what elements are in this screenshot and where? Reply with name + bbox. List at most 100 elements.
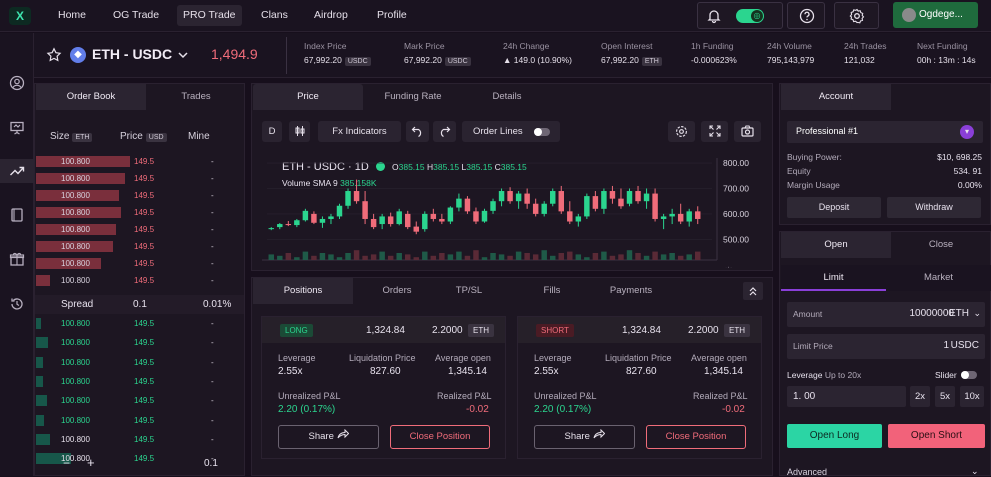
deposit-button[interactable]: Deposit <box>787 197 881 218</box>
tab-trades[interactable]: Trades <box>181 91 211 102</box>
candle-type-button[interactable] <box>289 121 310 142</box>
tab-market[interactable]: Market <box>923 272 954 283</box>
bid-row[interactable]: 100.800 149.5 - <box>36 392 245 409</box>
decrease-step-button[interactable]: − <box>63 456 71 470</box>
nav-airdrop[interactable]: Airdrop <box>314 9 348 21</box>
bid-row[interactable]: 100.800 149.5 - <box>36 334 245 351</box>
sound-toggle[interactable]: ◎ <box>736 9 764 23</box>
leverage-10x-button[interactable]: 10x <box>960 386 984 407</box>
bell-icon[interactable] <box>706 8 722 24</box>
collapse-button[interactable] <box>743 282 763 300</box>
bid-row[interactable]: 100.800 149.5 - <box>36 412 245 429</box>
pair-name[interactable]: ETH - USDC <box>92 46 173 62</box>
ask-row[interactable]: 100.800 149.5 - <box>36 204 245 221</box>
ask-row[interactable]: 100.800 149.5 - <box>36 187 245 204</box>
ask-row[interactable]: 100.800 149.5 - <box>36 221 245 238</box>
volume-bar <box>430 255 437 260</box>
screenshot-button[interactable] <box>734 121 761 142</box>
ask-row[interactable]: 100.800 149.5 - <box>36 170 245 187</box>
nav-home[interactable]: Home <box>58 9 87 21</box>
slider-toggle[interactable] <box>961 371 977 379</box>
open-long-button[interactable]: Open Long <box>787 424 882 448</box>
volume-bar <box>532 254 539 260</box>
ob-mine: - <box>211 396 214 406</box>
ask-row[interactable]: 100.800 149.5 - <box>36 272 245 289</box>
ob-price: 149.5 <box>134 396 155 406</box>
leverage-5x-button[interactable]: 5x <box>935 386 955 407</box>
tab-account[interactable]: Account <box>781 84 891 110</box>
tab-fills[interactable]: Fills <box>543 285 561 296</box>
leverage-2x-button[interactable]: 2x <box>910 386 930 407</box>
chart-settings-button[interactable] <box>668 121 695 142</box>
tab-orders[interactable]: Orders <box>382 285 412 296</box>
tab-details[interactable]: Details <box>492 91 522 102</box>
limit-price-field[interactable]: Limit Price 1 USDC <box>787 334 985 359</box>
funding-1h-value: -0.000623% <box>691 55 737 65</box>
fullscreen-button[interactable] <box>701 121 728 142</box>
bid-row[interactable]: 100.800 149.5 - <box>36 354 245 371</box>
ask-row[interactable]: 100.800 149.5 - <box>36 238 245 255</box>
book-icon[interactable] <box>9 207 25 223</box>
bid-row[interactable]: 100.800 149.5 - <box>36 450 245 467</box>
close-position-button[interactable]: Close Position <box>390 425 490 449</box>
bid-row[interactable]: 100.800 149.5 - <box>36 315 245 332</box>
volume-bar <box>362 255 368 260</box>
star-icon[interactable] <box>46 47 62 63</box>
share-button[interactable]: Share <box>278 425 379 449</box>
history-icon[interactable] <box>9 296 25 312</box>
trending-chart-icon[interactable] <box>9 163 25 179</box>
amount-field[interactable]: Amount 10000000 ETH ⌄ <box>787 302 985 327</box>
increase-step-button[interactable]: + <box>87 455 95 470</box>
tab-funding-rate[interactable]: Funding Rate <box>384 91 442 102</box>
tab-order-book[interactable]: Order Book <box>36 84 146 110</box>
chevron-down-icon[interactable]: ⌄ <box>973 308 981 318</box>
ask-row[interactable]: 100.800 149.5 - <box>36 153 245 170</box>
order-lines-toggle[interactable]: Order Lines <box>462 121 560 142</box>
ob-size: 100.800 <box>61 157 90 166</box>
tab-close[interactable]: Close <box>928 239 954 250</box>
indicators-button[interactable]: Fx Indicators <box>318 121 401 142</box>
close-position-button[interactable]: Close Position <box>646 425 746 449</box>
candle-body <box>413 226 419 232</box>
share-icon <box>593 428 605 439</box>
chevron-down-icon[interactable]: ⌄ <box>971 466 979 476</box>
bid-row[interactable]: 100.800 149.5 - <box>36 373 245 390</box>
tab-price[interactable]: Price <box>253 84 363 110</box>
leverage-input[interactable]: 1. 00 <box>787 386 906 407</box>
ask-row[interactable]: 100.800 149.5 - <box>36 255 245 272</box>
withdraw-button[interactable]: Withdraw <box>887 197 981 218</box>
nav-og-trade[interactable]: OG Trade <box>113 9 160 21</box>
nav-pro-trade[interactable]: PRO Trade <box>177 5 242 26</box>
app-logo[interactable]: X <box>9 7 31 25</box>
tab-positions[interactable]: Positions <box>253 278 353 304</box>
open-short-button[interactable]: Open Short <box>888 424 985 448</box>
chart-legend-title: ETH - USDC · 1D <box>282 161 369 173</box>
interval-button[interactable]: D <box>262 121 282 142</box>
share-button[interactable]: Share <box>534 425 635 449</box>
user-circle-icon[interactable] <box>9 75 25 91</box>
price-chart[interactable]: 800.00 700.00 600.00 500.00 21 Jul 11 21 Aug 11 21… <box>262 158 769 268</box>
undo-button[interactable] <box>406 121 429 142</box>
nav-clans[interactable]: Clans <box>261 9 288 21</box>
user-account-button[interactable]: Ogdege... <box>893 2 978 28</box>
volume-bar <box>439 253 445 260</box>
chevron-down-icon[interactable] <box>177 49 189 61</box>
nav-profile[interactable]: Profile <box>377 9 407 21</box>
tab-tp-sl[interactable]: TP/SL <box>455 285 483 296</box>
gift-icon[interactable] <box>9 251 25 267</box>
volume-bar <box>669 253 675 260</box>
advanced-toggle[interactable]: Advanced <box>787 467 828 477</box>
presentation-icon[interactable] <box>9 120 25 136</box>
tab-payments[interactable]: Payments <box>609 285 653 296</box>
redo-button[interactable] <box>433 121 456 142</box>
open-interest-unit: ETH <box>641 57 662 66</box>
gear-icon[interactable] <box>849 8 865 24</box>
account-selector[interactable]: Professional #1 ▾ <box>787 121 983 143</box>
tab-open[interactable]: Open <box>781 232 891 258</box>
help-icon[interactable] <box>799 8 815 24</box>
trades-24h-label: 24h Trades <box>844 41 887 51</box>
bid-row[interactable]: 100.800 149.5 - <box>36 431 245 448</box>
tab-limit[interactable]: Limit <box>781 265 886 291</box>
order-book-panel: Order Book Trades Size ETH Price USD Mine … <box>34 83 245 476</box>
buying-power-value: $10, 698.25 <box>937 152 982 162</box>
